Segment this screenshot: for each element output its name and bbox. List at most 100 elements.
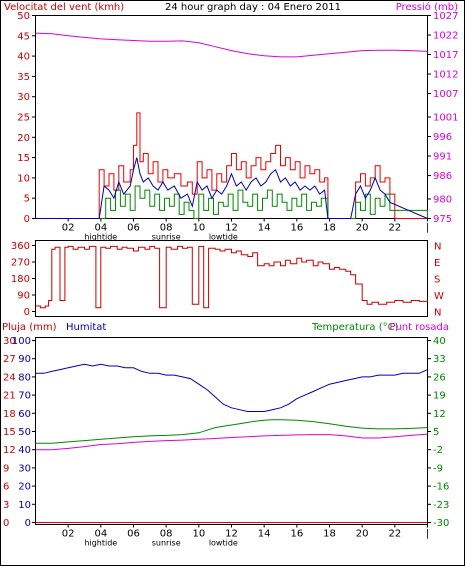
- rain-tick-label: 9: [3, 463, 9, 474]
- temperature-y-axis: -30 -23 -16 -9 -2 5 12 19 26 33 40: [427, 336, 449, 529]
- rain-tick-label: 0: [3, 518, 9, 529]
- humidity-tick-label: 60: [18, 409, 31, 420]
- wind-direction-y-axis: 0 90 180 270 360: [11, 241, 36, 318]
- humidity-tick-label: 90: [18, 354, 31, 365]
- rain-humidity-x-axis: 02 04 06 08 10 12 14 16 18 20 22 | hightide sunrise lo…: [62, 524, 429, 548]
- compass-label: N: [434, 242, 441, 253]
- y-tick-label: 50: [17, 11, 30, 22]
- y-tick-label: 15: [17, 153, 30, 164]
- y-tick-label: 35: [17, 72, 30, 83]
- rain-tick-label: 12: [3, 445, 16, 456]
- y2-tick-label: -30: [433, 518, 449, 529]
- event-label-lowtide: lowtide: [209, 233, 238, 242]
- temperature-axis-title: Temperatura (°C): [311, 322, 399, 333]
- dewpoint-axis-title: Punt rosada: [390, 322, 449, 333]
- x-tick-label: 16: [290, 529, 303, 540]
- y-tick-label: 25: [17, 113, 30, 124]
- pressure-axis-title: Pressió (mb): [396, 1, 458, 13]
- event-label-sunrise: sunrise: [152, 233, 181, 242]
- y2-tick-label: 1017: [433, 50, 458, 61]
- y-tick-label: 0: [24, 214, 30, 225]
- pressure-series-line: [35, 32, 428, 58]
- y2-tick-label: 980: [433, 194, 452, 205]
- dewpoint-series-line: [35, 433, 428, 451]
- y-tick-label: 30: [17, 92, 30, 103]
- humidity-axis-title: Humitat: [66, 322, 106, 333]
- x-tick-label: 18: [323, 529, 336, 540]
- y2-tick-label: 19: [433, 391, 446, 402]
- rain-axis-title: Pluja (mm): [2, 322, 57, 333]
- y-tick-label: 45: [17, 31, 30, 42]
- humidity-tick-label: 40: [18, 445, 31, 456]
- y2-tick-label: 1012: [433, 70, 458, 81]
- rain-tick-label: 3: [3, 500, 9, 511]
- wind-speed-axis-title: Velocitat del vent (kmh): [4, 2, 124, 13]
- humidity-tick-label: 50: [18, 427, 31, 438]
- compass-label: N: [434, 308, 441, 319]
- y2-tick-label: 1001: [433, 113, 458, 124]
- y2-tick-label: 5: [433, 427, 439, 438]
- humidity-tick-label: 100: [12, 336, 31, 347]
- y2-tick-label: 1022: [433, 31, 458, 42]
- y-tick-label: 270: [11, 258, 30, 269]
- y2-tick-label: 33: [433, 354, 446, 365]
- wind-pressure-panel: 0 5 10 15 20 25 30 35 40 45 50 975 980 986 991 996 1001…: [17, 11, 458, 242]
- y-tick-label: 180: [11, 274, 30, 285]
- y2-tick-label: 1027: [433, 11, 458, 22]
- compass-label: S: [434, 275, 440, 286]
- humidity-series-line: [35, 363, 428, 412]
- x-tick-label: 08: [160, 529, 173, 540]
- temperature-series-line: [35, 419, 428, 444]
- rain-tick-label: 24: [3, 372, 16, 383]
- y2-tick-label: 996: [433, 132, 452, 143]
- rain-tick-label: 6: [3, 482, 9, 493]
- y2-tick-label: 12: [433, 409, 446, 420]
- rain-tick-label: 30: [3, 336, 16, 347]
- rain-tick-label: 27: [3, 354, 16, 365]
- x-tick-label: 12: [225, 223, 238, 234]
- wind-direction-series-line: [35, 245, 428, 309]
- wind-speed-y-axis: 0 5 10 15 20 25 30 35 40 45 50: [17, 11, 36, 225]
- x-tick-label: 14: [258, 529, 271, 540]
- humidity-tick-label: 0: [25, 518, 31, 529]
- y2-tick-label: 26: [433, 372, 446, 383]
- pressure-y-axis: 975 980 986 991 996 1001 1007 1012 1017 1022 1027: [427, 11, 458, 225]
- y2-tick-label: 986: [433, 171, 452, 182]
- x-tick-label: |: [426, 223, 429, 234]
- y-tick-label: 20: [17, 133, 30, 144]
- x-tick-label: 20: [356, 529, 369, 540]
- x-tick-label: 10: [192, 223, 205, 234]
- wind-pressure-series: [35, 32, 428, 219]
- y-tick-label: 0: [24, 307, 30, 318]
- y2-tick-label: -16: [433, 482, 449, 493]
- y-tick-label: 360: [11, 241, 30, 252]
- x-tick-label: 08: [160, 223, 173, 234]
- humidity-tick-label: 20: [18, 482, 31, 493]
- x-tick-label: 12: [225, 529, 238, 540]
- y-tick-label: 10: [17, 173, 30, 184]
- y2-tick-label: 1007: [433, 89, 458, 100]
- rain-humidity-temperature-series: [35, 363, 428, 523]
- event-label-hightide: hightide: [84, 233, 117, 242]
- y2-tick-label: -9: [433, 463, 443, 474]
- humidity-tick-label: 80: [18, 372, 31, 383]
- y-tick-label: 5: [24, 194, 30, 205]
- wind-pressure-x-axis: 02 04 06 08 10 12 14 16 18 20 22 | hightide sunrise lo…: [62, 218, 429, 242]
- rain-tick-label: 15: [3, 427, 16, 438]
- x-tick-label: 10: [192, 529, 205, 540]
- y-tick-label: 90: [17, 291, 30, 302]
- rain-tick-label: 21: [3, 391, 16, 402]
- compass-label: W: [434, 291, 444, 302]
- wind-direction-series: [35, 245, 428, 309]
- x-tick-label: 20: [356, 223, 369, 234]
- compass-label: E: [434, 258, 440, 269]
- x-tick-label: 02: [62, 529, 75, 540]
- chart-title: 24 hour graph day : 04 Enero 2011: [165, 2, 341, 13]
- x-tick-label: 18: [323, 223, 336, 234]
- y2-tick-label: 991: [433, 152, 452, 163]
